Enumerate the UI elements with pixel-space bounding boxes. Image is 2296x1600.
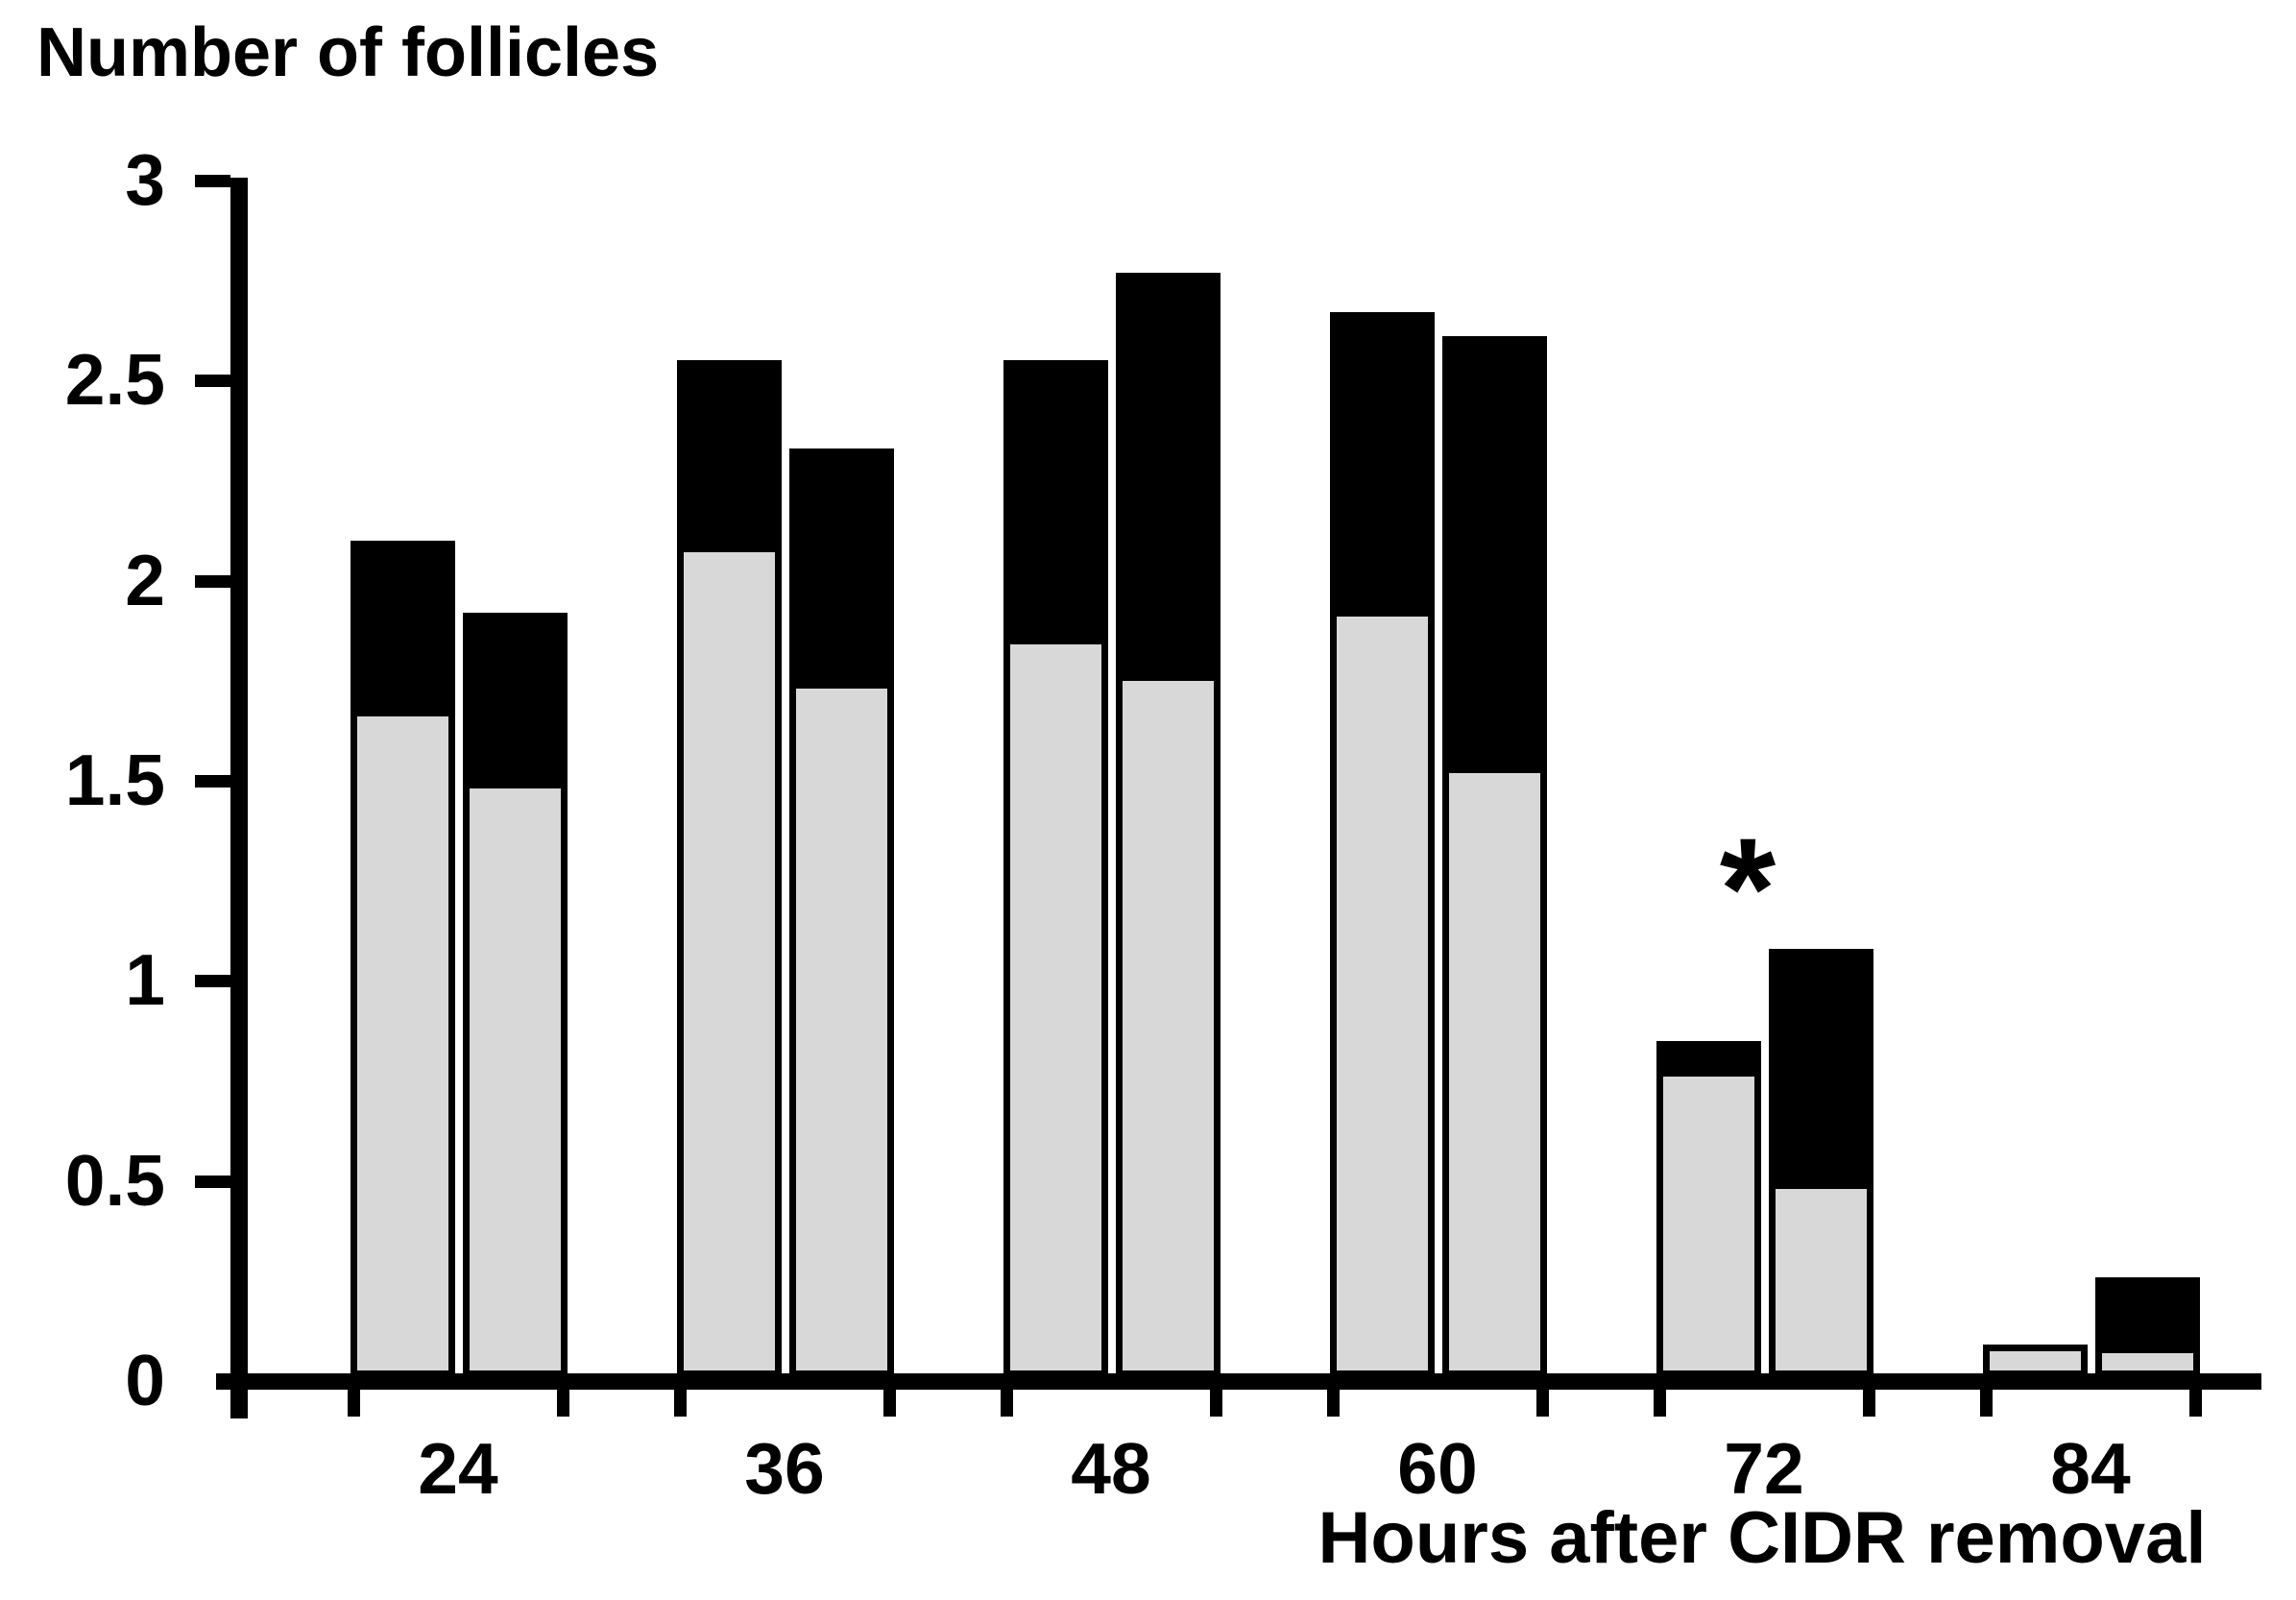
x-axis-tick — [1654, 1388, 1666, 1417]
bar-84-right-bar — [2095, 1276, 2200, 1377]
y-tick-label: 2 — [125, 539, 165, 620]
y-tick-label: 0.5 — [64, 1139, 165, 1221]
x-category-label-36: 36 — [744, 1428, 825, 1509]
bar-72-left-bar — [1656, 1040, 1761, 1377]
bar-24-left-bar — [350, 540, 455, 1377]
bar-48-left-bar — [1003, 360, 1108, 1377]
y-axis-tick — [195, 975, 230, 988]
x-axis-tick — [674, 1388, 687, 1417]
bar-24-left-bar-black-segment — [357, 546, 448, 717]
significance-asterisk: * — [1719, 808, 1776, 969]
x-axis-tick — [1001, 1388, 1013, 1417]
x-axis-tick — [1536, 1388, 1549, 1417]
bar-72-right-bar — [1769, 948, 1873, 1377]
y-tick-label: 0 — [125, 1340, 165, 1420]
bar-24-right-bar-black-segment — [470, 618, 561, 789]
y-axis-line — [230, 178, 248, 1418]
x-axis-tick — [2189, 1388, 2202, 1417]
bar-48-right-bar — [1116, 272, 1221, 1377]
x-axis-tick — [1980, 1388, 1993, 1417]
y-axis-tick — [195, 574, 230, 588]
y-tick-label: 2.5 — [64, 339, 165, 421]
bar-60-left-bar — [1330, 312, 1435, 1377]
chart-title: Number of follicles — [36, 14, 660, 91]
bar-72-left-bar-black-segment — [1663, 1047, 1754, 1078]
bar-60-right-bar — [1442, 336, 1547, 1377]
x-axis-tick — [1210, 1388, 1222, 1417]
x-axis-title: Hours after CIDR removal — [1317, 1497, 2207, 1579]
y-tick-label: 1 — [125, 939, 165, 1021]
y-axis-tick — [195, 375, 230, 388]
bar-48-left-bar-black-segment — [1010, 367, 1101, 645]
x-axis-tick — [1863, 1388, 1875, 1417]
bar-84-left-bar — [1983, 1345, 2088, 1377]
x-axis-tick — [557, 1388, 569, 1417]
x-axis-tick — [348, 1388, 360, 1417]
x-category-label-72: 72 — [1724, 1428, 1804, 1509]
bar-60-left-bar-black-segment — [1337, 319, 1428, 618]
x-axis-tick — [1327, 1388, 1340, 1417]
bar-36-left-bar-black-segment — [684, 367, 775, 553]
y-tick-label: 3 — [125, 138, 165, 220]
bar-36-right-bar-black-segment — [796, 455, 887, 690]
x-axis-line — [216, 1373, 2261, 1390]
bar-60-right-bar-black-segment — [1449, 343, 1540, 773]
x-axis-tick — [883, 1388, 896, 1417]
bar-72-right-bar-black-segment — [1776, 955, 1867, 1189]
x-category-label-60: 60 — [1397, 1428, 1478, 1509]
x-category-label-48: 48 — [1071, 1428, 1151, 1509]
y-axis-tick — [195, 774, 230, 788]
y-tick-label: 1.5 — [64, 739, 165, 820]
y-axis-tick — [195, 174, 230, 187]
y-axis-tick — [195, 1175, 230, 1188]
x-category-label-84: 84 — [2050, 1428, 2131, 1509]
bar-24-right-bar — [463, 612, 568, 1377]
bar-48-right-bar-black-segment — [1123, 279, 1214, 681]
x-category-label-24: 24 — [418, 1428, 498, 1509]
bar-36-right-bar — [789, 448, 894, 1377]
bar-36-left-bar — [677, 360, 782, 1377]
bar-84-right-bar-black-segment — [2102, 1283, 2193, 1353]
